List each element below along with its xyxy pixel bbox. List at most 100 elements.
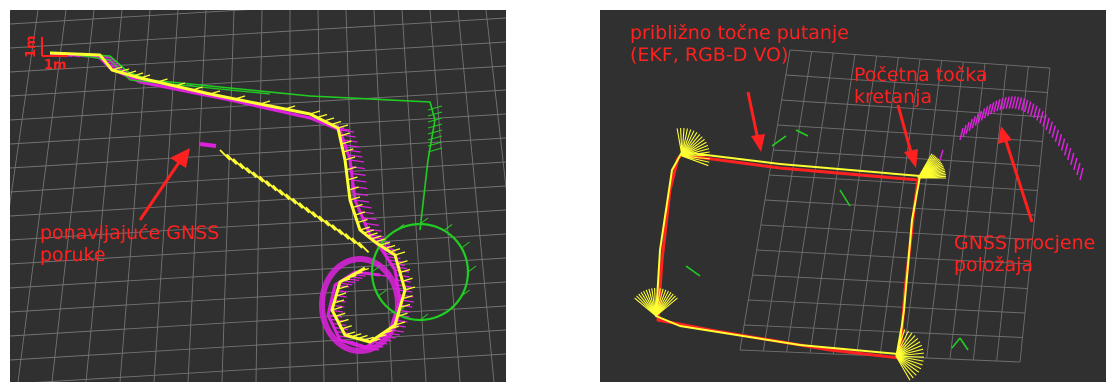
grid-line xyxy=(10,65,506,97)
orientation-ray xyxy=(681,132,698,157)
odom-fragment xyxy=(951,337,961,349)
scale-x-label: 1m xyxy=(44,58,67,73)
odom-tick xyxy=(371,265,381,273)
gnss-estimate xyxy=(1045,117,1050,131)
gnss-estimate xyxy=(1048,121,1053,134)
gnss-estimate xyxy=(999,97,1004,111)
annotation-line: kretanja xyxy=(854,86,933,108)
gnss-tick xyxy=(184,90,200,94)
ekf-tick xyxy=(352,271,363,276)
ekf-tick xyxy=(341,325,352,330)
grid-line xyxy=(752,274,1028,289)
ekf-tick xyxy=(397,260,408,265)
ekf-tick xyxy=(331,306,343,311)
repeated-gnss-dash xyxy=(351,237,363,249)
ekf-tick xyxy=(339,132,350,137)
ekf-tick xyxy=(323,117,335,122)
grid-line xyxy=(401,10,427,382)
grid-line xyxy=(345,10,359,382)
grid-line xyxy=(744,324,1023,338)
repeated-gnss-dash xyxy=(272,184,284,196)
left-ground-grid xyxy=(10,10,506,382)
gnss-estimate xyxy=(1005,96,1010,109)
grid-line xyxy=(119,10,151,382)
odom-tick xyxy=(378,289,387,297)
ekf-tick xyxy=(338,318,349,324)
grid-line xyxy=(429,10,461,382)
ekf-tick xyxy=(339,278,351,283)
gnss-estimate xyxy=(1017,97,1023,110)
gnss-tick xyxy=(394,269,410,273)
gnss-tick xyxy=(395,274,410,278)
gnss-tick xyxy=(350,166,365,170)
annotation-repeated-gnss: ponavljajuće GNSS poruke xyxy=(40,222,219,266)
annotation-line: Početna točka xyxy=(854,64,988,86)
grid-line xyxy=(10,137,506,169)
gnss-estimate xyxy=(1008,96,1013,109)
grid-line xyxy=(10,305,506,337)
gnss-estimate xyxy=(1002,97,1007,110)
repeated-gnss-dash xyxy=(331,224,343,236)
gnss-estimate xyxy=(983,105,989,119)
grid-line xyxy=(10,10,39,207)
ekf-tick xyxy=(118,68,130,73)
gnss-tick xyxy=(367,228,382,232)
odom-tick xyxy=(419,217,429,225)
gnss-estimate xyxy=(977,110,983,124)
grid-line xyxy=(255,10,263,382)
ekf-tick xyxy=(125,70,137,75)
orientation-ray xyxy=(895,355,922,370)
annotation-line: (EKF, RGB-D VO) xyxy=(630,44,789,66)
grid-line xyxy=(996,66,1029,362)
repeated-gnss-dash xyxy=(291,197,304,210)
repeated-gnss-dash xyxy=(311,210,324,223)
ekf-tick xyxy=(404,286,416,291)
gnss-estimate xyxy=(1039,111,1044,124)
right-ground-grid xyxy=(739,49,1051,363)
grid-line xyxy=(153,10,179,382)
orientation-ray xyxy=(681,151,710,157)
ekf-tick xyxy=(389,248,401,253)
annotation-start-point: Početna točka kretanja xyxy=(854,64,988,108)
annotation-gnss-estimates: GNSS procjene položaja xyxy=(954,232,1095,276)
orientation-ray xyxy=(681,155,709,167)
gnss-tick xyxy=(352,343,367,347)
gnss-tick xyxy=(348,154,363,158)
gnss-tick xyxy=(354,192,369,196)
gnss-estimate xyxy=(1011,96,1017,109)
odom-tick xyxy=(395,224,405,231)
ekf-tick xyxy=(344,156,356,161)
orientation-ray xyxy=(895,335,916,357)
grid-line xyxy=(10,209,506,241)
gnss-estimate xyxy=(974,113,980,126)
gnss-estimate xyxy=(959,127,964,141)
odom-fragment xyxy=(795,129,809,137)
grid-line xyxy=(457,10,495,382)
repeated-gnss-dash xyxy=(225,153,238,166)
ekf-path xyxy=(655,151,921,355)
odom-tick xyxy=(427,141,443,147)
left-visualization-panel: 1m 1m ponavljajuće GNSS poruke xyxy=(10,10,506,382)
gnss-estimate xyxy=(1076,162,1081,176)
ekf-tick xyxy=(341,140,352,145)
gnss-estimate xyxy=(1079,167,1084,181)
ekf-tick xyxy=(330,120,342,126)
annotation-trajectories: približno točne putanje (EKF, RGB-D VO) xyxy=(630,22,849,66)
annotation-line: GNSS procjene xyxy=(954,232,1096,254)
odom-tick xyxy=(427,147,443,153)
gnss-estimate xyxy=(1066,147,1072,161)
ekf-tick xyxy=(346,274,357,280)
orientation-ray xyxy=(681,128,688,157)
gnss-tick xyxy=(357,205,372,209)
repeated-gnss-dash xyxy=(252,171,264,183)
gnss-tick xyxy=(283,111,298,115)
odom-tick xyxy=(427,111,443,117)
ekf-tick xyxy=(346,166,357,171)
ekf-tick xyxy=(359,226,371,231)
orientation-ray xyxy=(917,153,933,179)
gnss-estimate xyxy=(1023,99,1029,113)
orientation-fans-right xyxy=(634,128,946,381)
repeated-gnss-dash xyxy=(338,228,350,240)
gnss-estimate xyxy=(962,124,967,138)
gnss-tick xyxy=(139,81,155,85)
